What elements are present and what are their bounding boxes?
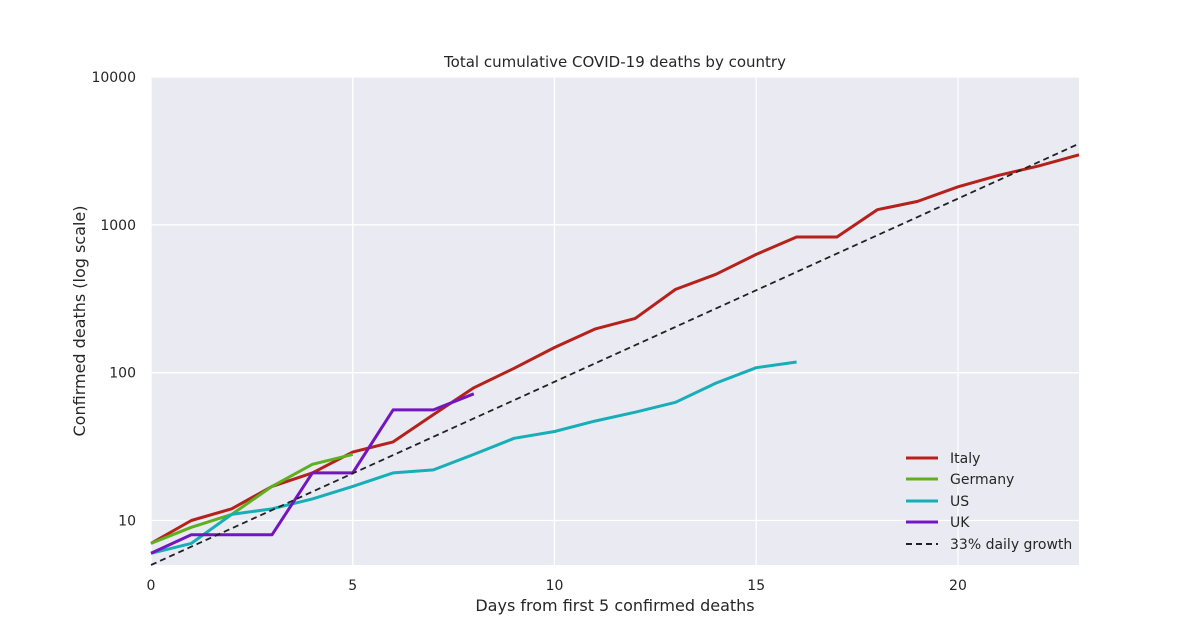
x-tick-label: 0: [147, 578, 156, 594]
grid: [150, 76, 1079, 565]
legend-item-uk: UK: [906, 515, 970, 531]
x-tick-label: 10: [546, 578, 564, 594]
chart-title: Total cumulative COVID-19 deaths by coun…: [443, 53, 786, 71]
legend-label-germany: Germany: [950, 472, 1014, 488]
x-tick-label: 15: [747, 578, 765, 594]
y-axis-label: Confirmed deaths (log scale): [70, 206, 89, 437]
y-tick-labels: 10 100 1000 10000: [91, 70, 136, 529]
x-axis-label: Days from first 5 confirmed deaths: [475, 596, 754, 615]
y-tick-label: 1000: [100, 218, 136, 234]
series-line-germany: [150, 452, 354, 545]
legend-item-germany: Germany: [906, 472, 1014, 488]
series-lines: [150, 142, 1080, 566]
series-line-us: [150, 360, 797, 555]
legend-item-growth: 33% daily growth: [906, 537, 1072, 553]
plot-area: [151, 77, 1079, 565]
y-tick-label: 10: [118, 513, 136, 529]
x-tick-label: 20: [949, 578, 967, 594]
legend-label-us: US: [950, 494, 969, 510]
legend: Italy Germany US UK 33% daily growth: [906, 451, 1072, 553]
y-tick-label: 100: [109, 366, 136, 382]
series-line-italy: [150, 153, 1080, 545]
legend-item-italy: Italy: [906, 451, 980, 467]
y-tick-label: 10000: [91, 70, 136, 86]
x-tick-labels: 0 5 10 15 20: [147, 578, 967, 594]
legend-label-uk: UK: [950, 515, 970, 531]
legend-item-us: US: [906, 494, 969, 510]
series-line-uk: [150, 392, 475, 555]
legend-label-growth: 33% daily growth: [950, 537, 1072, 553]
x-tick-label: 5: [348, 578, 357, 594]
legend-label-italy: Italy: [950, 451, 980, 467]
